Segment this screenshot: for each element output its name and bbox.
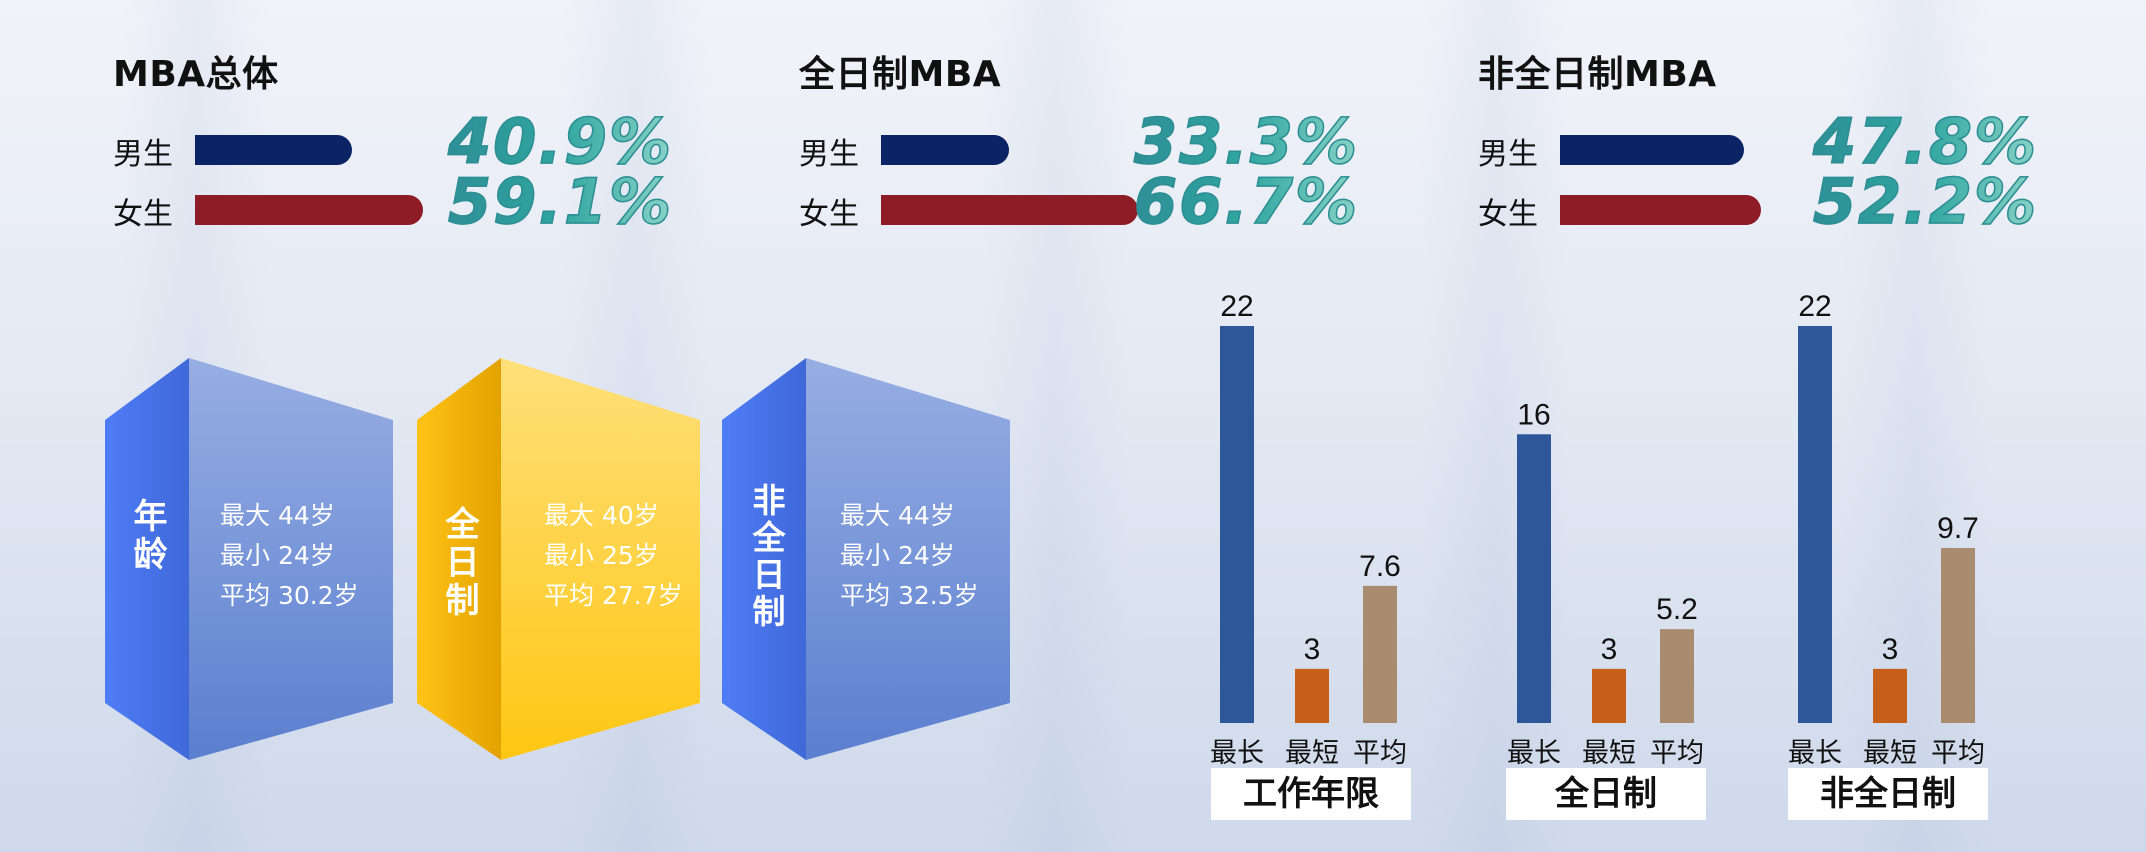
female-bar xyxy=(195,195,423,225)
age-min: 最小 24岁 xyxy=(220,541,335,570)
category-label: 平均 xyxy=(1650,738,1704,769)
prism-label: 年龄 xyxy=(127,498,167,574)
gender-block-fulltime: 全日制MBA 男生 33.3% 女生 66.7% xyxy=(799,45,1359,245)
age-min: 最小 24岁 xyxy=(840,541,955,570)
male-percent: 47.8% xyxy=(1812,104,2039,179)
bar-最短 xyxy=(1592,668,1626,723)
bar-chart-svg: 16 最长 3 最短 5.2 平均 xyxy=(1507,398,1704,769)
gender-block-title: 非全日制MBA xyxy=(1478,54,1717,95)
bar-value-label: 16 xyxy=(1517,398,1550,431)
age-min: 最小 25岁 xyxy=(544,541,659,570)
age-avg: 平均 27.7岁 xyxy=(544,581,683,610)
category-label: 最长 xyxy=(1788,738,1842,769)
bar-chart-fulltime: 16 最长 3 最短 5.2 平均 全日制 xyxy=(1499,278,1739,828)
bar-value-label: 3 xyxy=(1304,633,1321,666)
bar-value-label: 7.6 xyxy=(1359,550,1401,583)
bar-value-label: 22 xyxy=(1798,290,1831,323)
age-max: 最大 40岁 xyxy=(544,501,659,530)
prism-stats: 最大 44岁 最小 24岁 平均 32.5岁 xyxy=(840,496,979,616)
age-max: 最大 44岁 xyxy=(840,501,955,530)
bar-最短 xyxy=(1295,668,1329,723)
bar-最短 xyxy=(1873,668,1907,723)
age-prism-fulltime: 全日制 最大 40岁 最小 25岁 平均 27.7岁 xyxy=(417,358,707,760)
bar-chart-svg: 22 最长 3 最短 9.7 平均 xyxy=(1788,290,1985,769)
bar-最长 xyxy=(1517,434,1551,723)
gender-block-title: MBA总体 xyxy=(113,54,279,95)
female-row: 女生 66.7% xyxy=(799,164,1359,239)
male-percent: 40.9% xyxy=(447,104,674,179)
prism-label: 全日制 xyxy=(439,506,479,620)
female-percent: 66.7% xyxy=(1133,164,1360,239)
bar-value-label: 9.7 xyxy=(1937,512,1979,545)
prism-stats: 最大 40岁 最小 25岁 平均 27.7岁 xyxy=(544,496,683,616)
female-bar xyxy=(881,195,1138,225)
bar-chart-parttime: 22 最长 3 最短 9.7 平均 非全日制 xyxy=(1780,278,2020,828)
bar-value-label: 22 xyxy=(1220,290,1253,323)
female-bar xyxy=(1560,195,1761,225)
bar-平均 xyxy=(1660,629,1694,723)
bar-chart-svg: 22 最长 3 最短 7.6 平均 xyxy=(1210,290,1407,769)
prism-shape xyxy=(417,358,700,760)
male-percent: 33.3% xyxy=(1133,104,1360,179)
male-row: 男生 47.8% xyxy=(1478,104,2038,179)
male-bar xyxy=(1560,135,1744,165)
bar-最长 xyxy=(1798,326,1832,723)
female-label: 女生 xyxy=(1478,197,1538,232)
bar-value-label: 3 xyxy=(1882,633,1899,666)
category-label: 最长 xyxy=(1507,738,1561,769)
female-label: 女生 xyxy=(113,197,173,232)
male-row: 男生 40.9% xyxy=(113,104,673,179)
bar-平均 xyxy=(1363,585,1397,723)
category-label: 最短 xyxy=(1285,738,1339,769)
category-label: 平均 xyxy=(1931,738,1985,769)
female-percent: 52.2% xyxy=(1812,164,2039,239)
category-label: 最短 xyxy=(1863,738,1917,769)
prism-stats: 最大 44岁 最小 24岁 平均 30.2岁 xyxy=(220,496,359,616)
female-row: 女生 59.1% xyxy=(113,164,673,239)
female-label: 女生 xyxy=(799,197,859,232)
age-prism-overall: 年龄 最大 44岁 最小 24岁 平均 30.2岁 xyxy=(105,358,395,760)
chart-title: 工作年限 xyxy=(1211,768,1411,820)
female-percent: 59.1% xyxy=(447,164,674,239)
male-label: 男生 xyxy=(799,137,859,172)
male-bar xyxy=(195,135,352,165)
bar-平均 xyxy=(1941,547,1975,723)
gender-block-title: 全日制MBA xyxy=(799,54,1002,95)
chart-title: 全日制 xyxy=(1506,768,1706,820)
male-label: 男生 xyxy=(1478,137,1538,172)
male-row: 男生 33.3% xyxy=(799,104,1359,179)
gender-block-parttime: 非全日制MBA 男生 47.8% 女生 52.2% xyxy=(1478,45,2038,245)
gender-block-overall: MBA总体 男生 40.9% 女生 59.1% xyxy=(113,45,673,245)
prism-shape xyxy=(722,358,1010,760)
bar-最长 xyxy=(1220,326,1254,723)
category-label: 最短 xyxy=(1582,738,1636,769)
age-prism-parttime: 非全日制 最大 44岁 最小 24岁 平均 32.5岁 xyxy=(722,358,1012,760)
bar-value-label: 5.2 xyxy=(1656,593,1698,626)
bar-value-label: 3 xyxy=(1601,633,1618,666)
bar-chart-work-years: 22 最长 3 最短 7.6 平均 工作年限 xyxy=(1202,278,1442,828)
male-bar xyxy=(881,135,1009,165)
age-max: 最大 44岁 xyxy=(220,501,335,530)
male-label: 男生 xyxy=(113,137,173,172)
category-label: 平均 xyxy=(1353,738,1407,769)
prism-label: 非全日制 xyxy=(747,483,786,631)
female-row: 女生 52.2% xyxy=(1478,164,2038,239)
age-avg: 平均 30.2岁 xyxy=(220,581,359,610)
chart-title: 非全日制 xyxy=(1788,768,1988,820)
age-avg: 平均 32.5岁 xyxy=(840,581,979,610)
category-label: 最长 xyxy=(1210,738,1264,769)
prism-shape xyxy=(105,358,393,760)
